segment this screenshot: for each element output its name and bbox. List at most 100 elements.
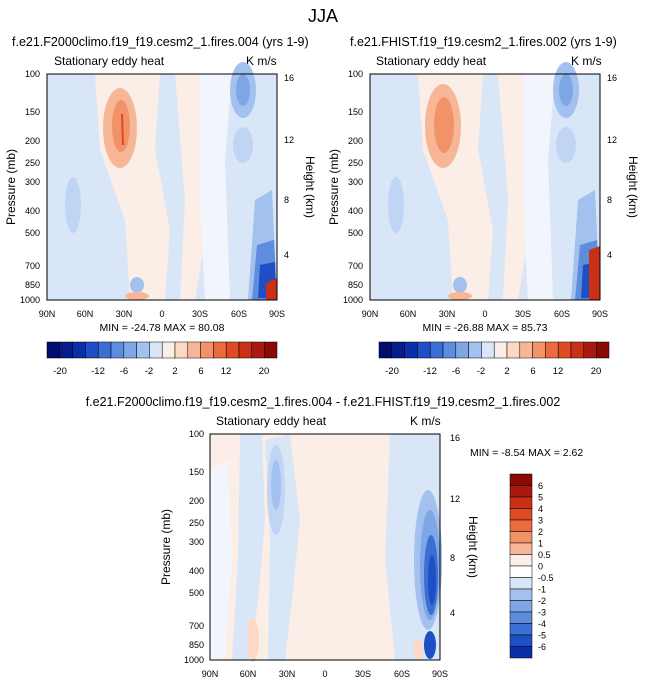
colorbar-label: 6 [538,481,543,491]
ytick: 300 [189,537,204,547]
colorbar-swatch [509,554,533,567]
left-string: Stationary eddy heat [376,54,487,68]
colorbar-swatch [509,588,533,601]
ytick: 200 [25,136,40,146]
colorbar-swatch [378,341,393,359]
colorbar-swatch [417,341,431,359]
contour-sp-min-5 [424,631,436,659]
colorbar-swatch [557,341,572,359]
colorbar-swatch [72,341,86,359]
ytick: 250 [189,518,204,528]
ytick: 1000 [184,655,204,665]
xtick: 30N [439,309,456,319]
colorbar-swatch [506,341,521,359]
colorbar-label: 20 [259,366,270,377]
colorbar-swatches [509,473,533,659]
colorbar-swatch [251,341,265,359]
colorbar-swatch [493,341,508,359]
xtick: 60N [400,309,417,319]
ytick: 1000 [343,295,363,305]
contour-neg-band-4 [210,460,232,660]
plot-frame [369,73,601,301]
panel-bottom-diff: f.e21.F2000climo.f19_f19.cesm2_1.fires.0… [86,395,584,679]
contour-neg-band-1 [232,434,265,660]
ytick: 850 [348,280,363,290]
colorbar-label: 1 [538,539,543,549]
colorbar-label: 2 [172,366,177,377]
colorbar-swatch [429,341,444,359]
y-axis-label: Pressure (mb) [327,149,341,225]
colorbar-swatch [583,341,597,359]
contour-max-inner [112,100,130,152]
x-axis: 90N 60N 30N 0 30S 60S 90S [362,309,608,319]
colorbar-label: -12 [91,366,105,377]
colorbar-label: 4 [538,504,543,514]
xtick: 30N [279,669,296,679]
colorbar-label: 0.5 [538,550,551,560]
colorbar-label: 20 [591,366,602,377]
xtick: 90S [432,669,448,679]
contour-blue-lobe [233,127,253,163]
colorbar-label: -6 [538,642,546,652]
ytick: 150 [189,467,204,477]
colorbar-swatch [85,341,99,359]
ytick: 250 [25,158,40,168]
xtick: 60N [77,309,94,319]
colorbar-label: 2 [538,527,543,537]
ytick: 400 [348,206,363,216]
xtick: 90S [592,309,608,319]
xtick: 0 [482,309,487,319]
colorbar-swatch [509,485,533,498]
contour-field [47,62,277,300]
y-axis-label: Pressure (mb) [159,509,173,585]
contour-nh-pos [247,618,259,662]
colorbar-label: 6 [198,366,203,377]
colorbar-label: 12 [553,366,564,377]
ytick: 100 [25,69,40,79]
colorbar-swatch [545,341,559,359]
height-tick: 4 [607,250,612,260]
colorbar-horizontal: -20 -12 -6 -2 2 6 12 20 [46,341,278,377]
colorbar-swatch [481,341,495,359]
colorbar-label: -0.5 [538,573,554,583]
height-tick: 12 [450,494,460,504]
colorbar-swatches [378,341,610,359]
colorbar-swatch [509,577,533,590]
ytick: 850 [189,640,204,650]
height-tick: 8 [450,553,455,563]
colorbar-label: -1 [538,585,546,595]
colorbar-swatch [509,646,533,659]
xtick: 90N [202,669,219,679]
contour-nh-blue-2 [130,277,144,293]
ytick: 700 [189,621,204,631]
ytick: 400 [25,206,40,216]
xtick: 30S [515,309,531,319]
ytick: 1000 [20,295,40,305]
min-max-readout: MIN = -26.88 MAX = 85.73 [423,322,548,334]
colorbar-label: 2 [504,366,509,377]
x-axis: 90N 60N 30N 0 30S 60S 90S [202,669,448,679]
contour-nh-blue [388,177,404,233]
xtick: 60N [240,669,257,679]
colorbar-label: -20 [53,366,67,377]
y-axis-right: Height (km) 4 8 12 16 [450,433,480,618]
right-string: K m/s [246,54,277,68]
contour-min-upper-inner [559,74,573,106]
colorbar-swatch [238,341,253,359]
xtick: 60S [231,309,247,319]
height-tick: 8 [607,195,612,205]
colorbar-swatch [200,341,214,359]
xtick: 0 [322,669,327,679]
height-tick: 16 [284,73,294,83]
colorbar-swatch [264,341,278,359]
colorbar-label: -6 [452,366,460,377]
xtick: 90N [39,309,56,319]
colorbar-swatch [46,341,61,359]
colorbar-swatch [509,634,533,647]
colorbar-label: -2 [477,366,485,377]
ytick: 700 [25,261,40,271]
colorbar-swatch [509,565,533,578]
x-axis: 90N 60N 30N 0 30S 60S 90S [39,309,285,319]
y-axis-right-label: Height (km) [466,516,480,578]
